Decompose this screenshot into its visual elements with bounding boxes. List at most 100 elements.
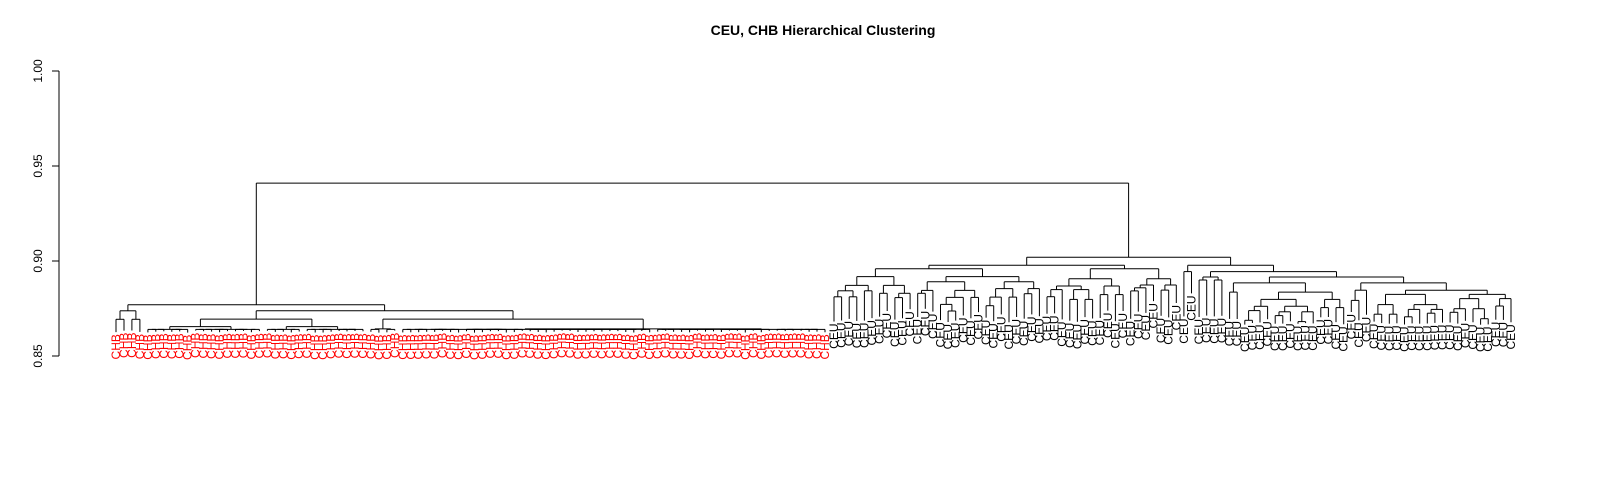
leaf-label: CHB [770,333,784,358]
leaf-label: CEU [1481,326,1495,351]
leaf-label: CHB [667,334,681,359]
leaf-label: CEU [1124,321,1138,346]
leaf-label: CEU [1314,319,1328,344]
leaf-label: CEU [1063,323,1077,348]
leaf-label: CHB [683,334,697,359]
leaf-label: CHB [380,334,394,359]
leaf-label: CHB [491,333,505,358]
leaf-label: CEU [1451,326,1465,351]
leaf-label: CHB [547,334,561,359]
leaf-label: CHB [229,333,243,358]
leaf-label: CEU [1375,325,1389,350]
leaf-label: CHB [300,333,314,358]
leaf-label: CHB [165,334,179,359]
leaf-label: CHB [818,334,832,359]
leaf-label: CHB [810,334,824,359]
leaf-label: CEU [1002,324,1016,349]
leaf-label: CHB [141,334,155,359]
leaf-label: CEU [1215,318,1229,343]
leaf-label: CHB [802,334,816,359]
leaf-label: CHB [603,333,617,358]
leaf-label: CEU [903,311,917,336]
leaf-label: CHB [268,334,282,359]
leaf-label: CHB [173,333,187,358]
leaf-label: CHB [276,334,290,359]
leaf-label: CEU [1032,318,1046,343]
leaf-label: CHB [340,333,354,358]
leaf-label: CHB [189,333,203,358]
leaf-label: CEU [1413,326,1427,351]
leaf-label: CEU [880,313,894,338]
leaf-label: CHB [619,334,633,359]
leaf-label: CEU [1329,324,1343,349]
leaf-label: CEU [1443,325,1457,350]
leaf-label: CEU [987,323,1001,348]
leaf-label: CHB [436,333,450,358]
y-tick-label: 0.95 [31,154,45,178]
leaf-label: CHB [627,335,641,360]
leaf-label: CEU [1101,313,1115,338]
leaf-label: CEU [1382,326,1396,351]
leaf-label: CHB [659,333,673,358]
leaf-label: CEU [1360,317,1374,342]
leaf-label: CHB [221,333,235,358]
leaf-label: CEU [1200,318,1214,343]
leaf-label: CEU [1048,315,1062,340]
leaf-label: CHB [117,333,131,358]
leaf-label: CEU [934,322,948,347]
leaf-label: CHB [420,334,434,359]
dendrogram-leaf-labels: CHBCHBCHBCHBCHBCHBCHBCHBCHBCHBCHBCHBCHBC… [109,295,1518,360]
leaf-label: CHB [595,334,609,359]
leaf-label: CHB [428,334,442,359]
leaf-label: CEU [1466,324,1480,349]
leaf-label: CHB [260,333,274,358]
leaf-label: CEU [1055,321,1069,346]
leaf-label: CEU [1192,319,1206,344]
leaf-label: CHB [237,333,251,358]
leaf-label: CHB [308,335,322,360]
leaf-label: CHB [213,334,227,359]
leaf-label: CEU [979,320,993,345]
leaf-label: CHB [507,334,521,359]
leaf-label: CEU [835,323,849,348]
leaf-label: CHB [324,334,338,359]
leaf-label: CHB [452,335,466,360]
leaf-label: CHB [149,334,163,359]
dendrogram-branches [115,182,1512,333]
leaf-label: CHB [133,334,147,359]
leaf-label: CHB [707,333,721,358]
leaf-label: CHB [738,335,752,360]
leaf-label: CHB [563,333,577,358]
leaf-label: CHB [284,334,298,359]
leaf-label: CHB [412,334,426,359]
leaf-label: CHB [571,334,585,359]
leaf-label: CHB [205,334,219,359]
leaf-label: CEU [1306,325,1320,350]
leaf-label: CEU [1223,321,1237,346]
leaf-label: CHB [396,334,410,359]
leaf-label: CEU [1283,323,1297,348]
leaf-label: CEU [873,319,887,344]
leaf-label: CEU [1230,321,1244,346]
leaf-label: CEU [1070,324,1084,349]
y-axis: 0.85 0.90 0.95 1.00 [31,59,60,368]
leaf-label: CHB [699,334,713,359]
leaf-label: CEU [1489,322,1503,347]
leaf-label: CEU [911,319,925,344]
leaf-label: CEU [1496,322,1510,347]
leaf-label: CHB [523,333,537,358]
leaf-label: CEU [1169,305,1183,330]
leaf-label: CEU [842,321,856,346]
leaf-label: CHB [125,333,139,358]
leaf-label: CHB [611,333,625,358]
leaf-label: CEU [1261,321,1275,346]
leaf-label: CEU [1337,326,1351,351]
leaf-label: CEU [1504,324,1518,349]
leaf-label: CEU [1093,320,1107,345]
leaf-label: CHB [316,335,330,360]
leaf-label: CEU [1185,295,1199,320]
leaf-label: CHB [460,333,474,358]
leaf-label: CHB [244,334,258,359]
leaf-label: CHB [109,334,123,359]
leaf-label: CHB [252,333,266,358]
